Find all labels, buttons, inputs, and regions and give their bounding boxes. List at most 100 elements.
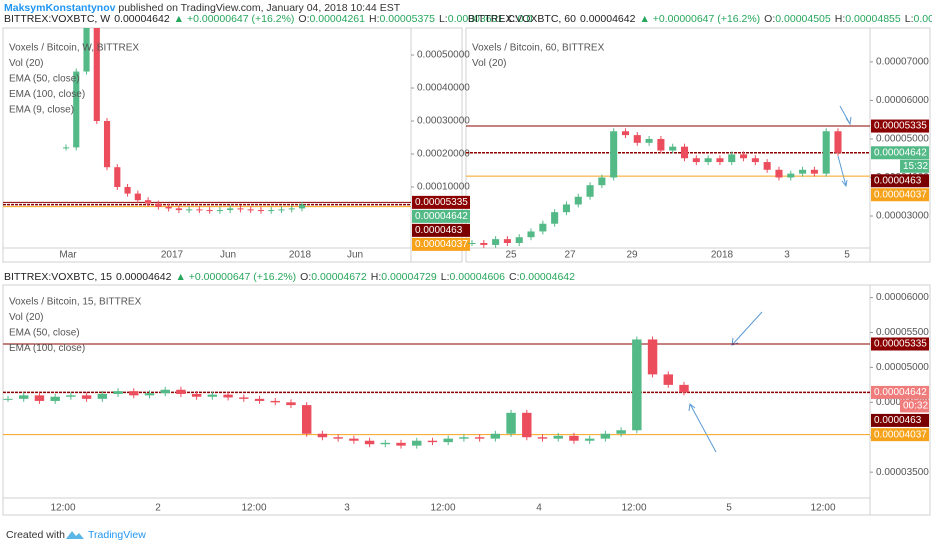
panel-header: BITTREX:VOXBTC, 60 0.00004642 ▲ +0.0000064… [468, 13, 932, 25]
candle [692, 158, 700, 163]
candle [270, 400, 280, 403]
countdown-tag [900, 399, 929, 413]
candle [93, 28, 100, 122]
candle [278, 209, 285, 211]
x-tick-label: 2017 [161, 250, 184, 261]
candle [586, 185, 594, 197]
arrow [839, 105, 852, 126]
symbol: BITTREX:VOXBTC, 60 [468, 13, 576, 25]
ohlc-value: 0.00004505 [775, 13, 831, 25]
change: ▲ +0.00000647 (+16.2%) [175, 271, 296, 283]
ohlc-key: O: [764, 13, 775, 25]
candle [459, 437, 469, 439]
ohlc-value: 0.00004642 [519, 271, 575, 283]
candle [468, 242, 476, 244]
candle [492, 239, 500, 245]
ohlc-key: O: [300, 271, 311, 283]
change: ▲ +0.00000647 (+16.2%) [174, 13, 295, 25]
price-tag-label: 0.00004642 [874, 147, 927, 158]
candle [237, 208, 244, 210]
y-tick-label: 0.00050000 [417, 50, 470, 61]
legend-item: Voxels / Bitcoin, 60, BITTREX [472, 43, 605, 54]
y-tick-label: 0.00005000 [876, 362, 929, 373]
price-tag [412, 237, 470, 251]
candle [598, 177, 606, 186]
candle [633, 135, 641, 143]
x-tick-label: 2018 [711, 250, 734, 261]
ohlc-key: C: [509, 271, 520, 283]
legend-item: EMA (100, close) [9, 89, 85, 100]
candle [254, 398, 265, 401]
y-tick-label: 0.00003500 [876, 467, 929, 478]
y-tick-label: 0.00006000 [876, 292, 929, 303]
candle [480, 242, 488, 245]
ohlc-key: L: [905, 13, 914, 25]
countdown: 00:32 [903, 401, 928, 412]
candle [527, 231, 535, 238]
candle [364, 440, 375, 445]
author[interactable]: MaksymKonstantynov [4, 2, 116, 14]
footer-brand[interactable]: TradingView [88, 529, 146, 541]
candle [574, 196, 582, 205]
price-tag-label: 0.00004642 [415, 211, 468, 222]
price-tag [412, 223, 470, 237]
price-tag [871, 119, 929, 133]
x-tick-label: 12:00 [50, 503, 75, 514]
candle [165, 206, 172, 209]
x-tick-label: 25 [505, 250, 517, 261]
panel-frame [2, 27, 463, 263]
x-tick-label: 3 [344, 503, 350, 514]
y-tick-label: 0.00030000 [417, 116, 470, 127]
price-tag-label: 0.0000463 [415, 225, 463, 236]
change: ▲ +0.00000647 (+16.2%) [639, 13, 760, 25]
candle [569, 435, 579, 441]
candle [176, 389, 186, 394]
candle [223, 394, 233, 398]
legend-item: Voxels / Bitcoin, 15, BITTREX [9, 297, 142, 308]
price-tag [871, 385, 929, 399]
candle [207, 394, 218, 397]
price-tag [412, 209, 470, 223]
price-tag [871, 174, 929, 188]
candle [506, 412, 516, 434]
candle [288, 208, 295, 210]
plot [3, 336, 870, 449]
candle [616, 430, 626, 434]
ohlc-key: O: [298, 13, 309, 25]
legend-item: Voxels / Bitcoin, W, BITTREX [9, 43, 139, 54]
ohlc-key: L: [441, 271, 450, 283]
candle [247, 209, 254, 211]
ohlc-key: H: [835, 13, 846, 25]
arrows [688, 105, 852, 453]
legend-item: Vol (20) [472, 58, 506, 69]
candle [124, 186, 131, 194]
candle [539, 223, 547, 232]
x-tick-label: 27 [564, 250, 576, 261]
footer: Created with TradingView [6, 529, 146, 541]
price: 0.00004642 [114, 13, 170, 25]
x-tick-label: 29 [626, 250, 638, 261]
price-tag [871, 413, 929, 427]
candle [103, 121, 111, 168]
candle [298, 204, 306, 209]
price-tag-label: 0.00004037 [874, 189, 927, 200]
candle [647, 339, 658, 375]
ohlc-value: 0.00005375 [379, 13, 435, 25]
candle [268, 210, 275, 212]
candle [645, 138, 653, 143]
y-tick-label: 0.00007000 [876, 57, 929, 68]
candle [175, 208, 182, 211]
candle [227, 208, 234, 211]
price-tag-label: 0.00005335 [874, 121, 927, 132]
candle [632, 339, 642, 431]
candle [66, 395, 76, 397]
x-tick-label: Mar [59, 250, 77, 261]
ohlc-value: 0.00003601 [448, 13, 504, 25]
candle [787, 173, 795, 178]
candle [19, 395, 29, 399]
candle [239, 397, 249, 399]
candle [129, 391, 139, 396]
candle [114, 167, 121, 187]
candle [3, 398, 13, 400]
